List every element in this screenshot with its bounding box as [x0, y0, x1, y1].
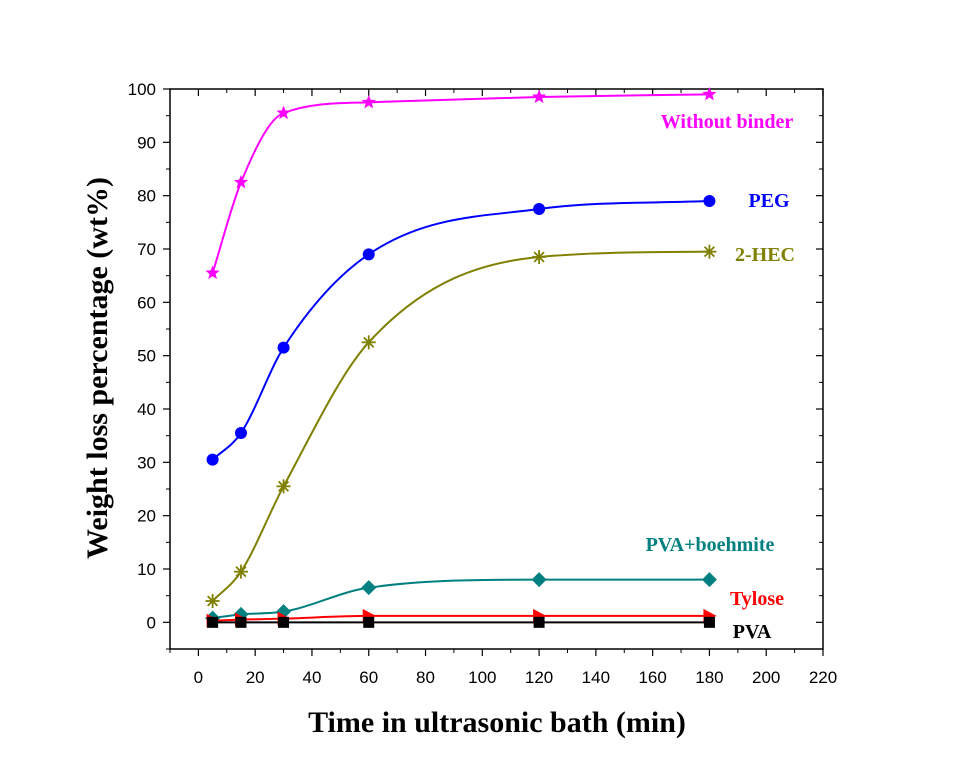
series-without-binder: Without binder: [205, 86, 794, 280]
series-label: PVA: [733, 621, 772, 643]
data-point: [531, 572, 547, 588]
x-tick-label: 140: [582, 668, 610, 687]
x-tick-label: 200: [752, 668, 780, 687]
y-tick-label: 20: [137, 507, 156, 526]
data-point: [531, 89, 547, 104]
y-tick-label: 90: [137, 133, 156, 152]
data-point: [207, 616, 219, 628]
data-point: [205, 265, 220, 280]
x-tick-label: 0: [194, 668, 203, 687]
data-point: [702, 86, 717, 101]
y-tick-label: 60: [137, 293, 156, 312]
y-tick-label: 100: [128, 80, 156, 99]
x-axis-title: Time in ultrasonic bath (min): [308, 706, 686, 739]
data-point: [361, 94, 376, 109]
plot-frame: [169, 88, 824, 650]
axes: 0 20 40 60 80 100 120 140 160 180 200 220 0 10 20 30 40 5…: [128, 80, 838, 687]
x-tick-label: 60: [359, 668, 378, 687]
series-line: [211, 93, 710, 274]
x-tick-label: 80: [416, 668, 435, 687]
series-pva-boehmite: PVA+boehmite: [205, 534, 775, 626]
data-point: [703, 616, 715, 628]
x-tick-label: 220: [809, 668, 837, 687]
data-point: [233, 564, 248, 579]
series-2-hec: 2-HEC: [205, 244, 795, 608]
data-point: [361, 580, 377, 596]
y-tick-label: 70: [137, 240, 156, 259]
data-point: [361, 335, 376, 350]
x-tick-label: 180: [695, 668, 723, 687]
series-peg: PEG: [206, 190, 790, 466]
data-point: [278, 616, 290, 628]
x-tick-label: 100: [468, 668, 496, 687]
y-tick-label: 10: [137, 560, 156, 579]
series-line: [211, 200, 710, 461]
data-point: [533, 203, 546, 215]
data-point: [701, 572, 717, 588]
series-label: 2-HEC: [735, 244, 795, 266]
data-point: [362, 248, 375, 261]
series-label: PEG: [748, 190, 790, 212]
data-point: [276, 105, 291, 120]
series-line: [211, 250, 710, 602]
data-point: [234, 427, 247, 439]
series-label: Without binder: [661, 111, 794, 133]
y-tick-label: 80: [137, 187, 156, 206]
data-point: [276, 479, 291, 494]
data-point: [363, 616, 375, 628]
data-point: [277, 341, 290, 354]
data-point: [703, 195, 716, 207]
data-point: [533, 616, 545, 628]
data-point: [206, 453, 219, 466]
y-tick-label: 30: [137, 453, 156, 472]
data-point: [532, 250, 547, 264]
x-tick-label: 20: [246, 668, 265, 687]
x-tick-label: 160: [638, 668, 666, 687]
data-point: [235, 616, 247, 628]
data-point: [205, 594, 220, 608]
y-tick-label: 50: [137, 347, 156, 366]
y-tick-label: 0: [147, 613, 156, 632]
y-tick-label: 40: [137, 400, 156, 419]
x-tick-label: 120: [525, 668, 553, 687]
series-label: Tylose: [730, 588, 784, 610]
series-group: Without binder PEG 2-HEC PVA+boehmite Tylose…: [205, 86, 795, 643]
y-axis-title: Weight loss percentage (wt%): [81, 177, 114, 559]
data-point: [233, 174, 249, 189]
series-pva: PVA: [207, 616, 772, 643]
data-point: [702, 244, 717, 259]
series-label: PVA+boehmite: [646, 534, 775, 556]
x-tick-label: 40: [302, 668, 321, 687]
